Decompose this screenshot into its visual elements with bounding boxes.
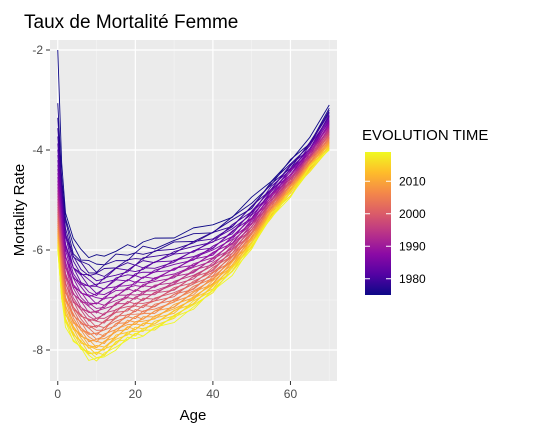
x-tick-label: 40 — [206, 387, 220, 401]
series-line-1982 — [57, 117, 330, 287]
grid-lines — [50, 40, 337, 381]
series-line-2000 — [57, 135, 330, 328]
series-line-2015 — [57, 146, 330, 354]
series-lines — [57, 49, 330, 362]
series-line-2004 — [57, 138, 330, 335]
x-tick-label: 0 — [54, 387, 61, 401]
legend-colorbar — [365, 152, 391, 295]
y-tick-label: -8 — [32, 343, 43, 357]
series-line-2019 — [57, 149, 330, 361]
legend-tick-label: 2000 — [399, 207, 426, 221]
plot-panel — [50, 40, 337, 381]
legend-tick-label: 1990 — [399, 239, 426, 253]
series-line-1985 — [57, 120, 330, 297]
y-tick-label: -6 — [32, 243, 43, 257]
legend-title: EVOLUTION TIME — [362, 127, 488, 144]
x-axis-title: Age — [180, 407, 207, 424]
series-line-1975 — [57, 49, 330, 259]
series-line-1978 — [57, 111, 330, 274]
x-tick-label: 20 — [129, 387, 143, 401]
series-line-1976 — [57, 103, 330, 266]
chart-title: Taux de Mortalité Femme — [24, 12, 238, 33]
series-line-2006 — [57, 139, 330, 340]
legend-tick-label: 2010 — [399, 174, 426, 188]
legend-tick-label: 1980 — [399, 272, 426, 286]
series-line-1989 — [57, 124, 330, 305]
legend-ticks: 1980 1990 2000 2010 — [365, 174, 426, 286]
axes: 0 20 40 60 -2 -4 -6 -8 — [32, 43, 297, 401]
series-line-1979 — [57, 113, 330, 277]
series-line-1983 — [57, 118, 330, 290]
y-axis-title: Mortality Rate — [11, 164, 28, 257]
y-tick-label: -4 — [32, 143, 43, 157]
y-tick-label: -2 — [32, 43, 43, 57]
x-tick-label: 60 — [284, 387, 298, 401]
series-line-1993 — [57, 128, 330, 314]
